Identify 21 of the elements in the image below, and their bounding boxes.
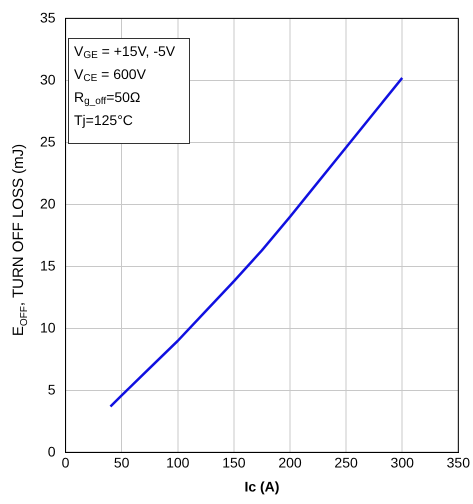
x-tick-label: 350 (446, 454, 470, 471)
y-tick-label: 30 (40, 71, 56, 88)
annotation: V$_{GE}$ = +15V, -5V (74, 42, 176, 63)
y-tick-label: 10 (40, 319, 56, 336)
annotation: R$_{g_off}$=50Ω (74, 88, 142, 109)
y-tick-label: 15 (40, 257, 56, 274)
x-tick-label: 100 (166, 454, 190, 471)
annotation: V$_{CE}$ = 600V (74, 65, 147, 86)
y-tick-label: 0 (48, 443, 56, 460)
x-tick-label: 200 (278, 454, 302, 471)
annotation: Tj=125°C (74, 111, 134, 129)
y-tick-label: 20 (40, 195, 56, 212)
y-tick-label: 5 (48, 381, 56, 398)
x-tick-label: 300 (390, 454, 414, 471)
x-axis-title: Ic (A) (244, 478, 280, 494)
x-tick-label: 250 (334, 454, 358, 471)
x-tick-label: 50 (114, 454, 130, 471)
y-tick-label: 35 (40, 9, 56, 26)
x-tick-label: 0 (62, 454, 70, 471)
x-tick-label: 150 (222, 454, 246, 471)
y-tick-label: 25 (40, 133, 56, 150)
